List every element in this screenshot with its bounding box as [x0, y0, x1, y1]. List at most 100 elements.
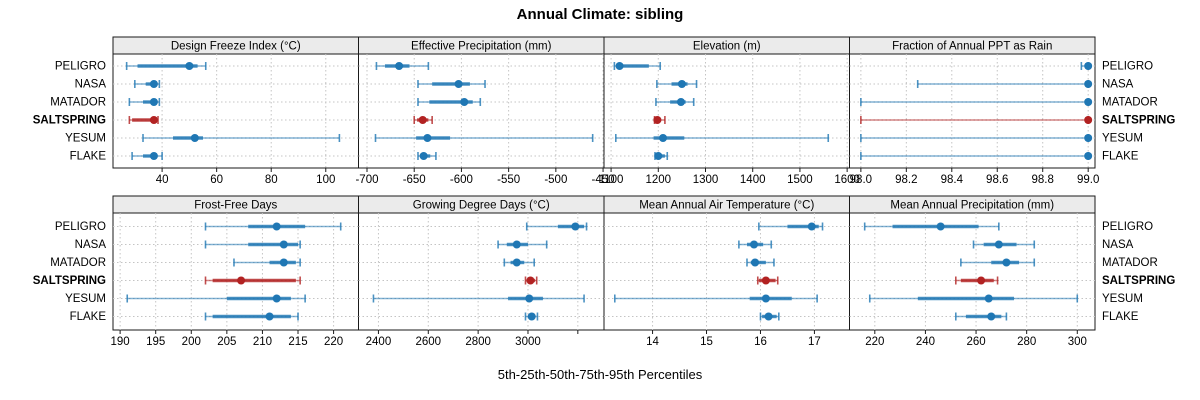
site-label-right: MATADOR — [1102, 97, 1158, 109]
axis-tick-label: 15 — [700, 336, 713, 348]
axis-tick-label: 98.2 — [895, 174, 917, 186]
percentile-whisker-saltspring — [860, 116, 1093, 124]
percentile-whisker-yesum — [372, 294, 585, 303]
percentile-whisker-flake — [524, 312, 539, 321]
axis-tick-label: -500 — [544, 174, 567, 186]
percentile-whisker-saltspring — [413, 116, 433, 124]
axis-tick-label: 98.0 — [850, 174, 872, 186]
percentile-whisker-matador — [960, 258, 1036, 267]
percentile-whisker-nasa — [134, 80, 161, 88]
site-label-left: MATADOR — [50, 257, 106, 269]
site-label-right: MATADOR — [1102, 257, 1158, 269]
percentile-whisker-nasa — [204, 240, 301, 249]
percentile-whisker-flake — [417, 152, 437, 160]
percentile-whisker-flake — [759, 312, 780, 321]
panel-strip-title: Elevation (m) — [693, 41, 761, 53]
panel-effective-precipitation: Effective Precipitation (mm) -700 -650 -600… — [355, 36, 615, 186]
percentile-whisker-peligro — [863, 222, 1000, 231]
percentile-whisker-peligro — [204, 222, 342, 231]
percentile-whisker-peligro — [1080, 62, 1093, 70]
axis-tick-label: 1600 — [834, 174, 860, 186]
axis-tick-label: 2400 — [366, 336, 392, 348]
site-label-right: SALTSPRING — [1102, 275, 1175, 287]
axis-tick-label: 2600 — [415, 336, 441, 348]
panel-frame — [112, 53, 359, 169]
panel-frame — [849, 53, 1096, 169]
percentiles-caption: 5th-25th-50th-75th-95th Percentiles — [498, 367, 703, 382]
percentile-whisker-yesum — [615, 134, 830, 142]
axis-tick-label: 200 — [182, 336, 201, 348]
axis-tick-label: 98.8 — [1032, 174, 1054, 186]
percentile-whisker-nasa — [497, 240, 548, 249]
axis-tick-label: -600 — [450, 174, 473, 186]
percentile-whisker-matador — [746, 258, 775, 267]
panel-strip-title: Mean Annual Air Temperature (°C) — [639, 200, 814, 212]
percentile-whisker-saltspring — [954, 276, 999, 285]
axis-tick-label: 260 — [966, 336, 985, 348]
axis-tick-label: 1300 — [693, 174, 719, 186]
axis-tick-label: -550 — [497, 174, 520, 186]
percentile-whisker-yesum — [868, 294, 1079, 303]
axis-tick-label: -650 — [403, 174, 426, 186]
panel-fraction-ppt-as-rain: Fraction of Annual PPT as Rain 98.0 98.2 98… — [849, 36, 1099, 186]
axis-tick-label: 220 — [324, 336, 343, 348]
site-label-left: YESUM — [65, 133, 106, 145]
panel-elevation: Elevation (m) 1100 1200 1300 1400 1500 1600 — [599, 36, 860, 186]
axis-tick-label: 210 — [253, 336, 272, 348]
axis-tick-label: 240 — [916, 336, 935, 348]
chart-title: Annual Climate: sibling — [517, 6, 684, 23]
axis-tick-label: 220 — [865, 336, 884, 348]
percentile-whisker-flake — [131, 152, 163, 160]
panel-mean-annual-air-temperature: Mean Annual Air Temperature (°C) 14 15 16 17 — [603, 195, 850, 348]
percentile-whisker-peligro — [525, 222, 588, 231]
panel-strip-title: Mean Annual Precipitation (mm) — [890, 200, 1054, 212]
panel-frame — [358, 212, 605, 331]
percentile-whisker-saltspring — [653, 116, 666, 124]
site-label-right: FLAKE — [1102, 151, 1139, 163]
site-label-right: PELIGRO — [1102, 61, 1153, 73]
axis-tick-label: 1500 — [787, 174, 813, 186]
percentile-whisker-flake — [654, 152, 669, 160]
site-label-right: YESUM — [1102, 133, 1143, 145]
panel-strip-title: Growing Degree Days (°C) — [413, 200, 550, 212]
percentile-whisker-flake — [954, 312, 1008, 321]
axis-tick-label: 195 — [146, 336, 165, 348]
panel-frame — [849, 212, 1096, 331]
site-label-left: NASA — [75, 79, 107, 91]
percentile-whisker-saltspring — [204, 276, 301, 285]
axis-tick-label: 98.4 — [941, 174, 964, 186]
panel-frame — [112, 212, 359, 331]
panel-strip-title: Design Freeze Index (°C) — [171, 41, 301, 53]
site-label-left: YESUM — [65, 293, 106, 305]
axis-tick-label: 1200 — [645, 174, 671, 186]
axis-tick-label: 205 — [217, 336, 236, 348]
percentile-whisker-nasa — [417, 80, 486, 88]
percentile-whisker-nasa — [738, 240, 773, 249]
percentile-whisker-peligro — [125, 62, 207, 70]
site-label-left: PELIGRO — [55, 221, 106, 233]
percentile-whisker-matador — [233, 258, 301, 267]
percentile-whisker-yesum — [613, 294, 818, 303]
percentile-whisker-nasa — [916, 80, 1093, 88]
percentile-whisker-flake — [204, 312, 299, 321]
axis-tick-label: 300 — [1068, 336, 1087, 348]
percentile-whisker-matador — [655, 98, 695, 106]
percentile-whisker-nasa — [972, 240, 1036, 249]
percentile-whisker-matador — [417, 98, 482, 106]
site-label-right: NASA — [1102, 239, 1134, 251]
site-label-right: FLAKE — [1102, 311, 1139, 323]
percentile-whisker-flake — [860, 152, 1093, 160]
percentile-whisker-matador — [128, 98, 161, 106]
axis-tick-label: 190 — [111, 336, 130, 348]
axis-tick-label: 2800 — [465, 336, 491, 348]
panel-frame — [603, 212, 850, 331]
axis-tick-label: 1400 — [740, 174, 766, 186]
axis-tick-label: 1100 — [599, 174, 624, 186]
panel-frame — [358, 53, 605, 169]
percentile-whisker-yesum — [126, 294, 306, 303]
site-label-left: SALTSPRING — [33, 115, 106, 127]
percentile-whisker-nasa — [656, 80, 698, 88]
percentile-whisker-peligro — [613, 62, 661, 70]
